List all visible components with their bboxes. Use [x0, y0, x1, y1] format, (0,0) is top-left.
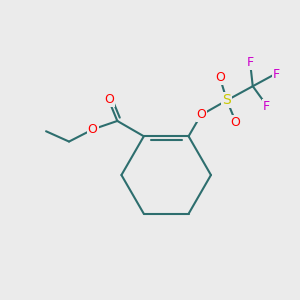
Text: S: S [223, 93, 231, 107]
Text: O: O [231, 116, 241, 129]
Text: F: F [247, 56, 254, 69]
Text: O: O [104, 93, 114, 106]
Text: O: O [215, 70, 225, 84]
Text: O: O [88, 123, 98, 136]
Text: F: F [273, 68, 280, 81]
Text: O: O [196, 108, 206, 121]
Text: F: F [263, 100, 270, 113]
